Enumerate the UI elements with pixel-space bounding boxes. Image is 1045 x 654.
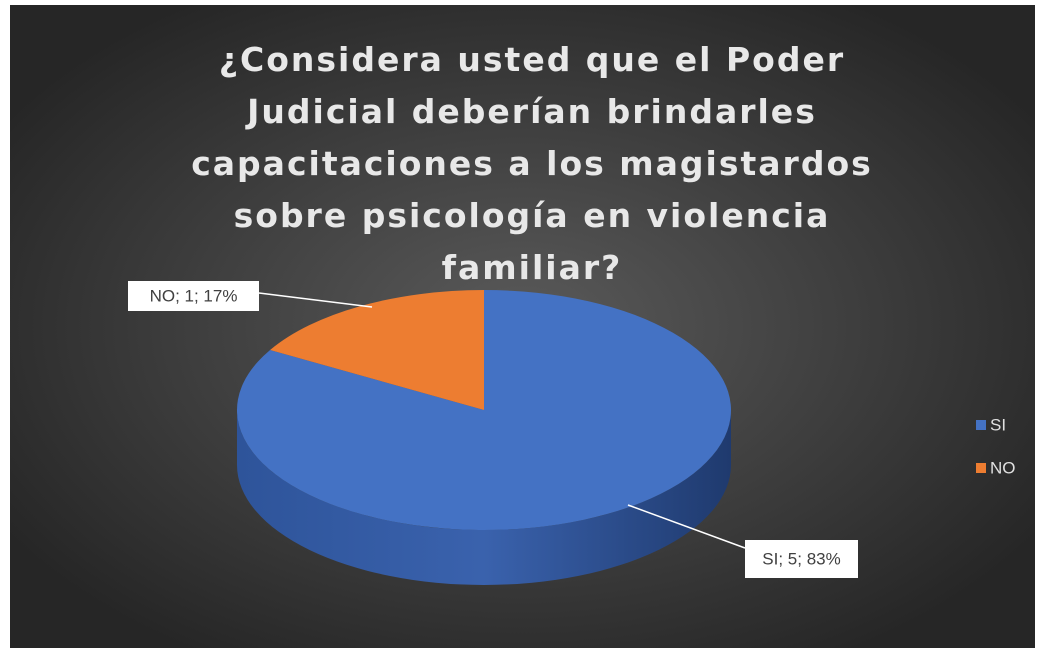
pie-slice-side xyxy=(237,410,731,585)
data-label: NO; 1; 17% xyxy=(150,286,238,305)
legend-label: SI xyxy=(990,415,1006,434)
pie-slice xyxy=(237,290,732,530)
data-label-box xyxy=(745,540,858,578)
leader-line xyxy=(258,292,373,308)
legend-label: NO xyxy=(990,458,1016,477)
chart-title: ¿Considera usted que el Poder Judicial d… xyxy=(191,40,873,287)
legend-swatch xyxy=(976,463,986,473)
leader-line xyxy=(627,504,746,549)
data-label-box xyxy=(128,281,259,311)
legend-swatch xyxy=(976,420,986,430)
data-label: SI; 5; 83% xyxy=(762,549,840,568)
pie-slice xyxy=(270,290,484,410)
